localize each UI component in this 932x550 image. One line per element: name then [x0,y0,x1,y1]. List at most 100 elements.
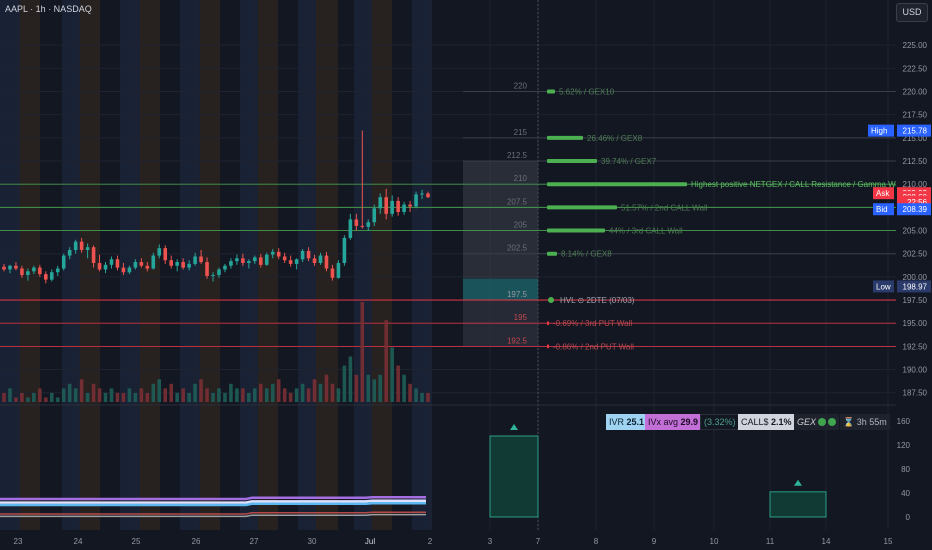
level-label: 8.14% / GEX8 [561,250,612,259]
session-band [20,0,40,530]
volume-bar [372,379,377,402]
price-tick-label: 220.00 [903,88,928,97]
candle-body [91,247,96,263]
oscillator-line [0,501,426,507]
price-tick-label: 192.50 [903,342,928,351]
price-tick-label: 212.50 [903,157,928,166]
candle-body [264,254,269,265]
timer-badge: ⌛ 3h 55m [840,414,890,430]
oscillator-tick-label: 0 [906,513,911,522]
price-tag-label-bg [873,187,894,200]
candle-body [169,260,174,266]
volume-bar [241,388,245,402]
level-label: -0.86% / 2nd PUT Wall [553,342,634,351]
level-strike-label: 215 [514,128,528,137]
candle-body [139,262,144,266]
projection-box-mid [463,278,538,301]
volume-bar [366,374,371,402]
volume-bar [151,383,156,402]
volume-bar [282,388,287,402]
price-tag-label: Ask [876,189,890,198]
session-band [298,0,316,530]
gex-bar [547,344,549,349]
candle-body [145,265,150,269]
gex-dot-icon [828,418,837,426]
volume-bar [97,388,102,402]
level-strike-label: 205 [514,221,528,230]
candle-body [26,271,30,276]
volume-bar [414,388,418,402]
candle-body [199,256,203,263]
currency-button[interactable]: USD [896,3,928,22]
volume-bar [306,388,311,402]
volume-bar [73,388,78,402]
volume-bar [390,347,394,402]
time-tick-label: Jul [365,537,375,546]
volume-bar [378,374,383,402]
level-label: 51.57% / 2nd CALL Wall [621,203,708,212]
level-strike-label: 192.5 [507,336,528,345]
volume-bar [44,397,48,402]
price-tick-label: 215.00 [903,134,928,143]
price-tick-label: 217.50 [903,111,928,120]
candle-body [426,193,430,198]
time-tick-label: 14 [822,537,831,546]
level-strike-label: 207.5 [507,197,528,206]
volume-bar [270,383,275,402]
volume-bar [235,388,239,402]
volume-bar [264,388,269,402]
volume-bar [408,383,412,402]
gex-bar [547,205,617,210]
candle-body [378,197,383,209]
candle-body [49,272,54,280]
price-tick-label: 187.50 [903,389,928,398]
oscillator-line [0,495,426,501]
time-tick-label: 7 [536,537,541,546]
candle-body [163,248,168,261]
candle-body [354,219,359,226]
time-tick-label: 8 [594,537,599,546]
volume-bar [258,383,263,402]
volume-bar [330,383,335,402]
candle-body [330,268,335,278]
volume-bar [420,392,424,402]
oscillator-line [0,511,426,515]
volume-bar [38,388,42,402]
session-band [372,0,392,530]
ivr-label: IVR [609,417,625,427]
price-tick-label: 222.50 [903,64,928,73]
volume-bar [8,388,12,402]
price-tick-label: 200.00 [903,273,928,282]
time-tick-label: 9 [652,537,657,546]
candle-body [61,255,66,269]
oscillator-tick-label: 120 [897,441,911,450]
price-tag-label-bg [873,203,894,216]
price-tag-label: Low [876,282,891,291]
candle-body [384,197,388,214]
gex-bar [547,182,687,187]
price-tick-label: 195.00 [903,319,928,328]
candle-body [336,262,341,278]
candle-body [109,259,114,265]
time-tick-label: 27 [250,537,259,546]
candle-body [157,248,162,256]
price-tag-value: 215.78 [903,127,928,136]
volume-bar [217,388,221,402]
ivr-value: 25.1 [626,417,645,427]
volume-bar [229,383,233,402]
level-strike-label: 220 [514,82,528,91]
time-tick-label: 10 [710,537,719,546]
price-tag-label-bg [873,280,894,293]
candle-body [408,204,412,207]
volume-bar [20,392,24,402]
candle-body [217,269,221,276]
candle-body [67,250,72,256]
price-tag-label: High [871,127,887,136]
ivx-label: IVx avg [648,417,679,427]
gex-badge: GEX [794,414,840,430]
gex-box [769,491,827,518]
volume-bar [91,383,96,402]
candle-body [2,266,6,270]
level-label: 26.46% / GEX8 [587,134,643,143]
